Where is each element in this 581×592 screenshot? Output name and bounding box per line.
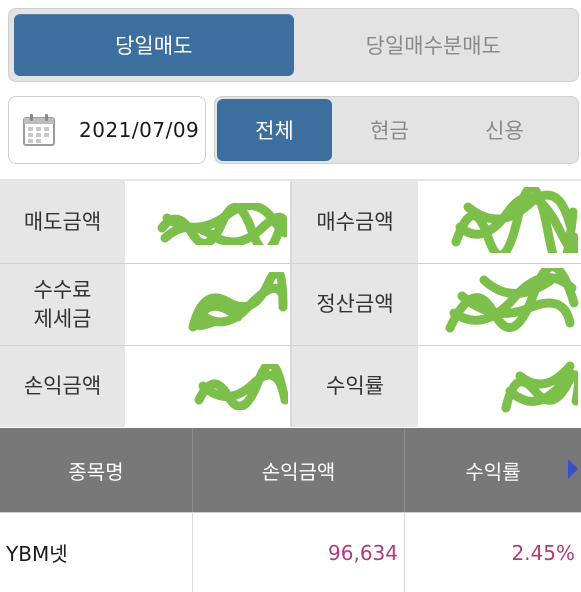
buy-amount-value	[418, 181, 581, 263]
redaction-scribble	[194, 364, 288, 410]
redaction-scribble	[188, 272, 288, 332]
col-header-pnl[interactable]: 손익금액	[193, 428, 405, 512]
stock-name: YBM넷	[0, 513, 193, 592]
stock-pnl: 96,634	[193, 513, 405, 592]
tax-label: 제세금	[33, 306, 92, 331]
column-divider	[290, 181, 292, 427]
mode-tabs: 당일매도 당일매수분매도	[8, 8, 579, 82]
tab-today-buy-sell[interactable]: 당일매수분매도	[365, 34, 501, 58]
return-label: 수익률	[292, 346, 418, 427]
filter-credit[interactable]: 신용	[485, 119, 524, 143]
col-header-name[interactable]: 종목명	[0, 428, 193, 512]
calendar-icon	[23, 114, 55, 146]
sell-amount-value	[125, 181, 290, 263]
fees-tax-label: 수수료 제세금	[0, 264, 125, 345]
stock-return: 2.45%	[511, 540, 575, 565]
divider	[0, 179, 581, 181]
table-row[interactable]: YBM넷 96,634 2.45%	[0, 512, 581, 592]
redaction-scribble	[501, 361, 578, 413]
scroll-right-icon[interactable]	[567, 458, 579, 480]
date-picker[interactable]: 2021/07/09	[8, 96, 206, 164]
fees-label: 수수료	[33, 278, 92, 303]
settlement-label: 정산금액	[292, 264, 418, 345]
col-header-return[interactable]: 수익률	[405, 428, 581, 512]
filter-cash[interactable]: 현금	[370, 119, 409, 143]
buy-amount-label: 매수금액	[292, 181, 418, 263]
redaction-scribble	[157, 203, 287, 245]
redaction-scribble	[445, 268, 579, 333]
pnl-value	[125, 346, 290, 427]
table-header: 종목명 손익금액 수익률	[0, 428, 581, 512]
return-value	[418, 346, 581, 427]
pnl-label: 손익금액	[0, 346, 125, 427]
summary-grid: 매도금액 매수금액 수수료 제세금 정산금액	[0, 181, 581, 427]
fees-tax-value	[125, 264, 290, 345]
filter-all[interactable]: 전체	[217, 99, 332, 161]
date-value: 2021/07/09	[79, 118, 200, 142]
account-type-filter: 전체 현금 신용	[214, 96, 579, 164]
col-header-return-label: 수익률	[465, 459, 521, 484]
tab-today-sell[interactable]: 당일매도	[14, 14, 294, 76]
redaction-scribble	[451, 187, 578, 253]
settlement-value	[418, 264, 581, 345]
sell-amount-label: 매도금액	[0, 181, 125, 263]
